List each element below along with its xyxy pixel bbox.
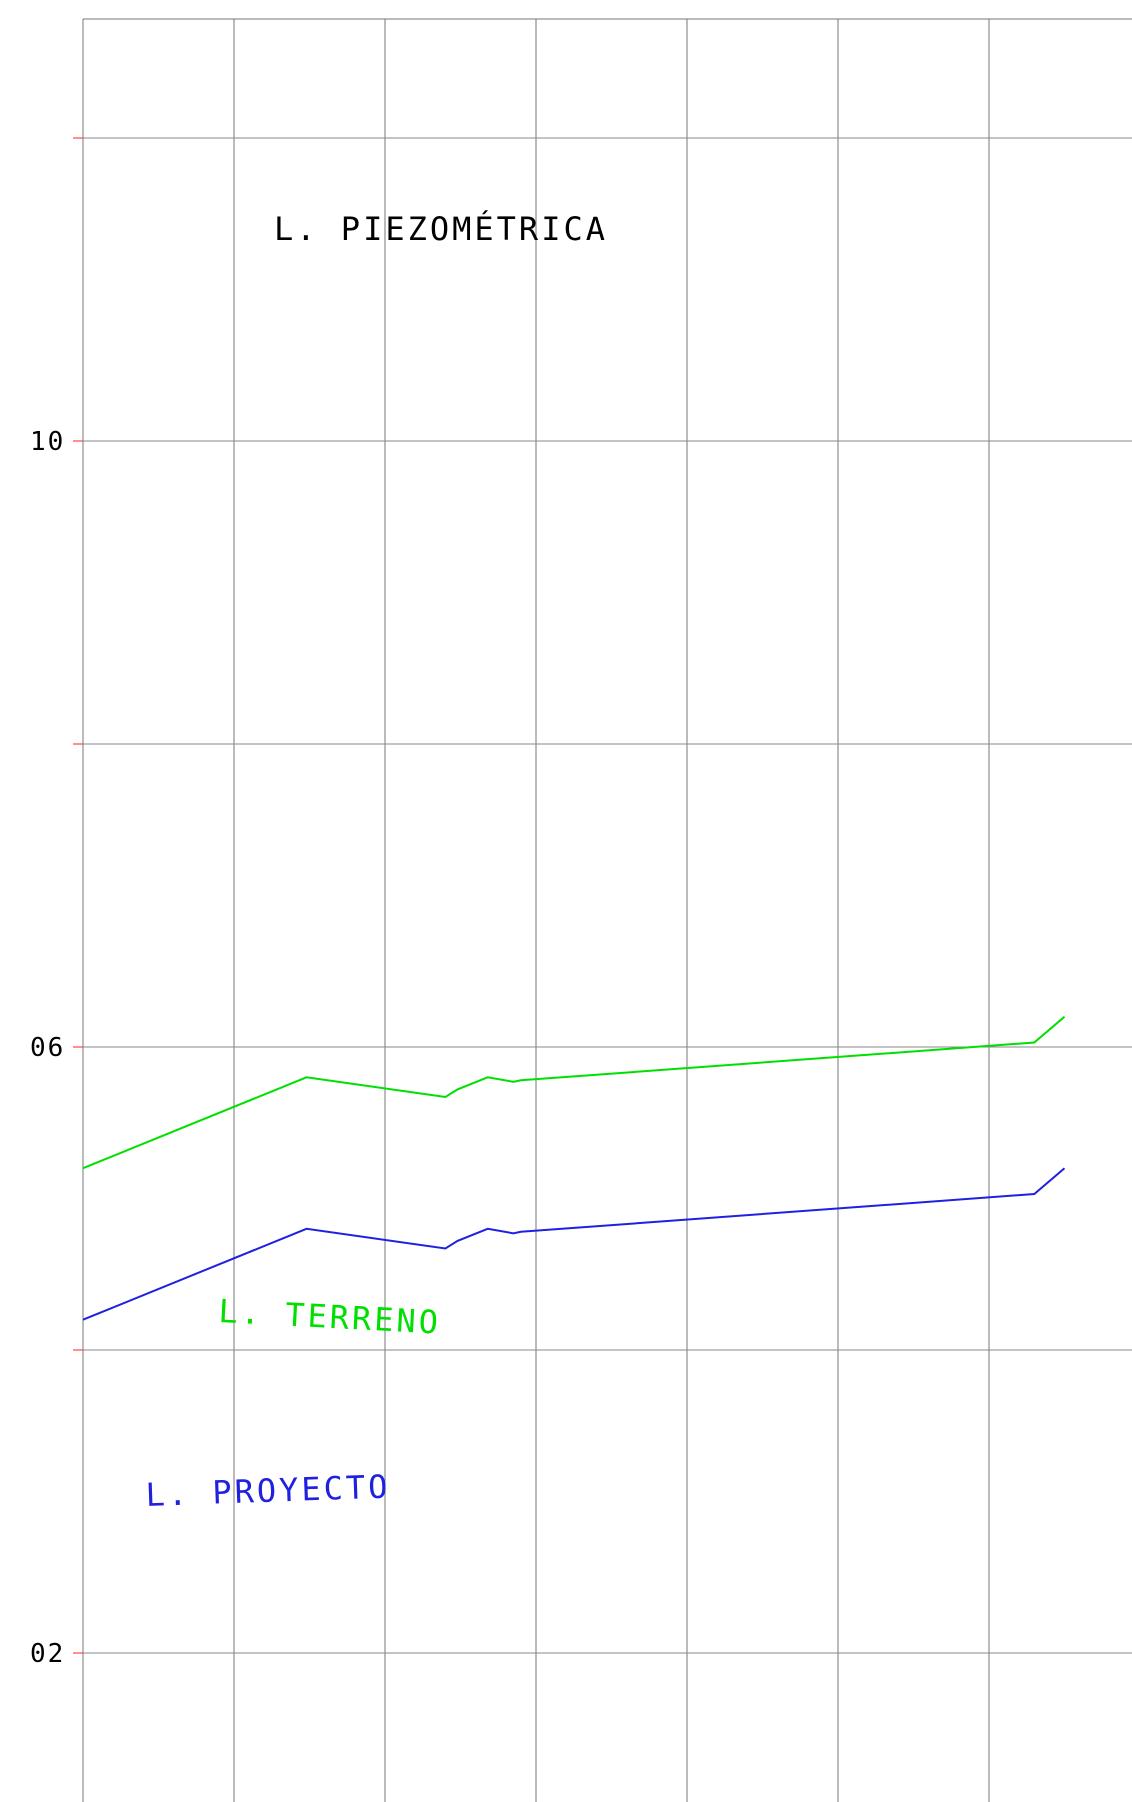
y-tick-label: 02 [30,1639,65,1669]
label-piezometrica: L. PIEZOMÉTRICA [274,210,608,248]
series-line [82,1167,1066,1321]
grid [82,18,1132,1802]
y-axis-ticks: 020610141822 [30,137,83,1669]
label-terreno: L. TERRENO [218,1292,442,1342]
y-tick-label: 10 [30,427,65,457]
series-lines [82,1015,1066,1321]
series-line [82,1015,1066,1170]
y-tick-label: 06 [30,1033,65,1063]
label-proyecto: L. PROYECTO [145,1467,391,1514]
